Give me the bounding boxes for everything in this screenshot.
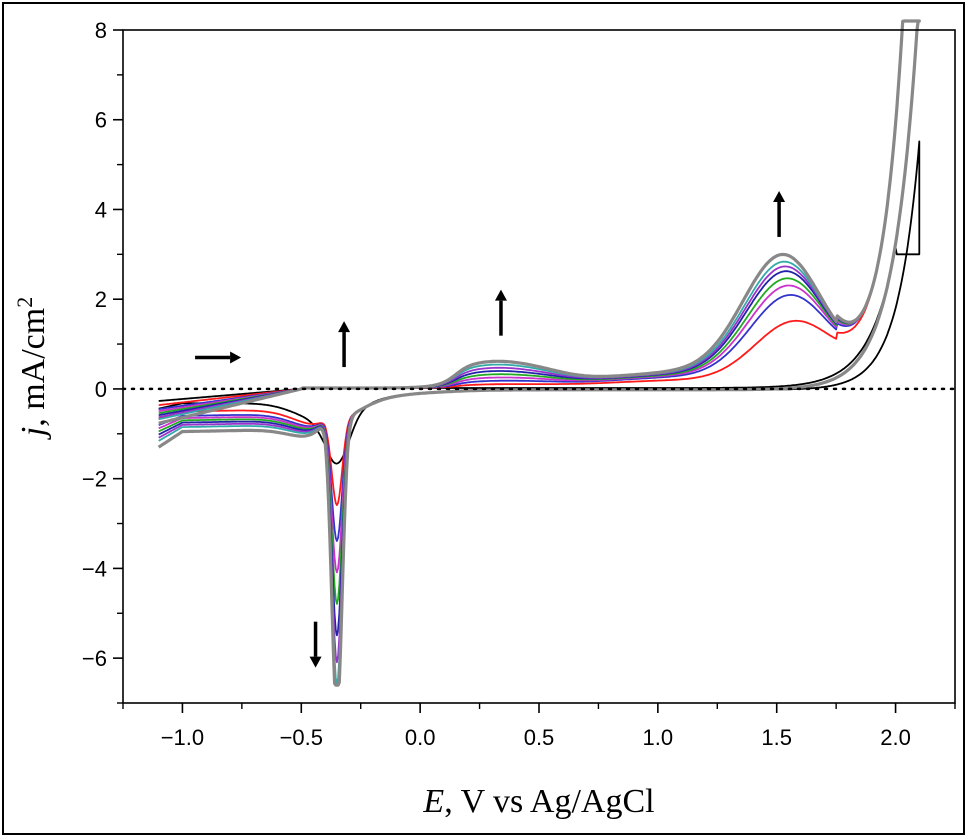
arrows-group [195, 190, 786, 668]
arrow-up-head [773, 190, 786, 202]
y-tick-label: 2 [95, 287, 107, 312]
x-tick-label: 1.0 [643, 725, 674, 750]
x-tick-label: 1.5 [761, 725, 792, 750]
y-tick-label: −6 [82, 646, 107, 671]
ticks-group: −1.0 −0.5 0.0 0.5 1.0 1.5 2.0 −6 −4 −2 0 2 4 6 8 [82, 18, 956, 750]
x-tick-label: 0.5 [524, 725, 555, 750]
y-axis-label-units: , mA/cm [15, 308, 52, 427]
x-tick-label: 2.0 [880, 725, 911, 750]
x-axis-label: E, V vs Ag/AgCl [422, 783, 654, 820]
cv-curve-5 [158, 20, 921, 605]
y-tick-label: 4 [95, 197, 107, 222]
arrow-up-head [494, 289, 507, 301]
x-tick-label: 0.0 [405, 725, 436, 750]
cv-curve-8 [158, 20, 921, 686]
cv-curve-4 [158, 20, 921, 574]
cv-curve-6 [158, 20, 921, 637]
y-axis-label: j, mA/cm2 [12, 297, 52, 440]
y-axis-label-variable: j [15, 427, 52, 440]
y-tick-label: −4 [82, 556, 107, 581]
x-tick-label: −0.5 [280, 725, 323, 750]
arrow-right-head [230, 351, 242, 364]
arrow-up-head [338, 321, 351, 333]
y-tick-label: 0 [95, 377, 107, 402]
cv-curve-9 [157, 19, 921, 687]
y-tick-label: −2 [82, 467, 107, 492]
cv-curve-7 [158, 20, 921, 664]
cv-curve-1 [158, 140, 921, 465]
x-axis-label-variable: E [422, 783, 444, 820]
y-tick-label: 8 [95, 18, 107, 43]
x-tick-label: −1.0 [161, 725, 204, 750]
x-axis-label-units: , V vs Ag/AgCl [444, 783, 654, 820]
arrow-down-head [309, 656, 322, 668]
y-tick-label: 6 [95, 108, 107, 133]
curves-group [157, 19, 921, 687]
y-axis-label-superscript: 2 [12, 297, 37, 308]
